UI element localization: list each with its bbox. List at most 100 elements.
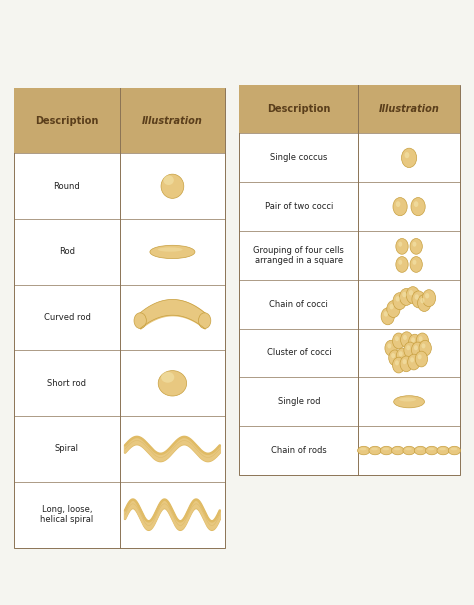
Ellipse shape — [414, 446, 427, 455]
Bar — [239, 85, 460, 475]
Bar — [14, 88, 225, 154]
Circle shape — [381, 308, 394, 325]
Circle shape — [401, 148, 417, 168]
Text: Single coccus: Single coccus — [270, 153, 328, 162]
Ellipse shape — [428, 448, 435, 450]
Circle shape — [396, 201, 401, 207]
Text: Description: Description — [267, 104, 330, 114]
Circle shape — [406, 345, 410, 350]
Circle shape — [387, 344, 392, 348]
Circle shape — [399, 352, 403, 356]
Circle shape — [396, 238, 408, 254]
Circle shape — [414, 345, 418, 350]
Ellipse shape — [383, 448, 389, 450]
Circle shape — [412, 291, 425, 308]
Circle shape — [393, 293, 406, 310]
Circle shape — [396, 348, 409, 364]
Circle shape — [404, 152, 410, 159]
Text: Rod: Rod — [59, 247, 75, 257]
Text: Long, loose,
helical spiral: Long, loose, helical spiral — [40, 505, 93, 525]
Circle shape — [392, 357, 405, 373]
Circle shape — [400, 356, 412, 371]
Text: Cluster of cocci: Cluster of cocci — [266, 348, 331, 358]
Circle shape — [401, 332, 413, 347]
Circle shape — [398, 241, 402, 247]
Circle shape — [385, 340, 397, 356]
Circle shape — [390, 304, 394, 309]
Circle shape — [393, 198, 407, 216]
Ellipse shape — [417, 448, 423, 450]
Circle shape — [389, 350, 401, 365]
Ellipse shape — [158, 371, 187, 396]
Circle shape — [406, 287, 419, 304]
Circle shape — [395, 336, 399, 341]
Ellipse shape — [161, 174, 184, 198]
Circle shape — [418, 295, 431, 312]
Ellipse shape — [357, 446, 370, 455]
Ellipse shape — [403, 446, 415, 455]
Ellipse shape — [369, 446, 381, 455]
Circle shape — [410, 238, 422, 254]
Circle shape — [398, 260, 402, 265]
Ellipse shape — [150, 245, 195, 258]
Circle shape — [391, 353, 395, 358]
Circle shape — [411, 338, 415, 342]
Bar — [14, 88, 225, 548]
Circle shape — [412, 241, 417, 247]
Circle shape — [419, 336, 423, 341]
Ellipse shape — [405, 448, 412, 450]
Text: Description: Description — [35, 116, 99, 126]
Text: Chain of cocci: Chain of cocci — [269, 299, 328, 309]
Ellipse shape — [164, 175, 174, 185]
Text: Pair of two cocci: Pair of two cocci — [264, 202, 333, 211]
Text: Illustration: Illustration — [142, 116, 203, 126]
Text: Illustration: Illustration — [379, 104, 439, 114]
Ellipse shape — [199, 313, 211, 329]
Circle shape — [416, 333, 428, 348]
Text: Short rod: Short rod — [47, 379, 86, 388]
Circle shape — [403, 335, 407, 340]
Ellipse shape — [394, 448, 401, 450]
Circle shape — [402, 359, 407, 364]
Ellipse shape — [380, 446, 392, 455]
Ellipse shape — [392, 446, 404, 455]
Circle shape — [415, 351, 428, 367]
Text: Curved rod: Curved rod — [44, 313, 91, 322]
Ellipse shape — [394, 396, 425, 408]
Circle shape — [396, 257, 408, 272]
Circle shape — [409, 290, 413, 295]
Circle shape — [395, 361, 399, 365]
Ellipse shape — [161, 372, 174, 383]
Circle shape — [425, 293, 429, 298]
Ellipse shape — [158, 247, 182, 252]
Circle shape — [411, 342, 424, 358]
Circle shape — [412, 260, 417, 265]
Ellipse shape — [439, 448, 446, 450]
Circle shape — [420, 298, 425, 303]
Ellipse shape — [437, 446, 449, 455]
Text: Single rod: Single rod — [278, 397, 320, 407]
Circle shape — [409, 334, 421, 350]
Circle shape — [410, 358, 414, 362]
Text: Grouping of four cells
arranged in a square: Grouping of four cells arranged in a squ… — [254, 246, 344, 265]
Ellipse shape — [134, 313, 146, 329]
Bar — [239, 85, 460, 134]
Ellipse shape — [448, 446, 461, 455]
Circle shape — [410, 257, 422, 272]
Text: Chain of rods: Chain of rods — [271, 446, 327, 455]
Circle shape — [400, 289, 413, 306]
Ellipse shape — [360, 448, 366, 450]
Ellipse shape — [399, 397, 416, 402]
Circle shape — [419, 340, 431, 356]
Circle shape — [422, 290, 436, 307]
Circle shape — [408, 354, 420, 370]
Circle shape — [404, 342, 416, 358]
Ellipse shape — [371, 448, 378, 450]
Circle shape — [421, 344, 426, 348]
Circle shape — [414, 201, 419, 207]
Circle shape — [418, 355, 422, 359]
Text: Round: Round — [54, 182, 80, 191]
Circle shape — [396, 296, 400, 301]
Circle shape — [387, 301, 400, 318]
Text: Spiral: Spiral — [55, 445, 79, 454]
